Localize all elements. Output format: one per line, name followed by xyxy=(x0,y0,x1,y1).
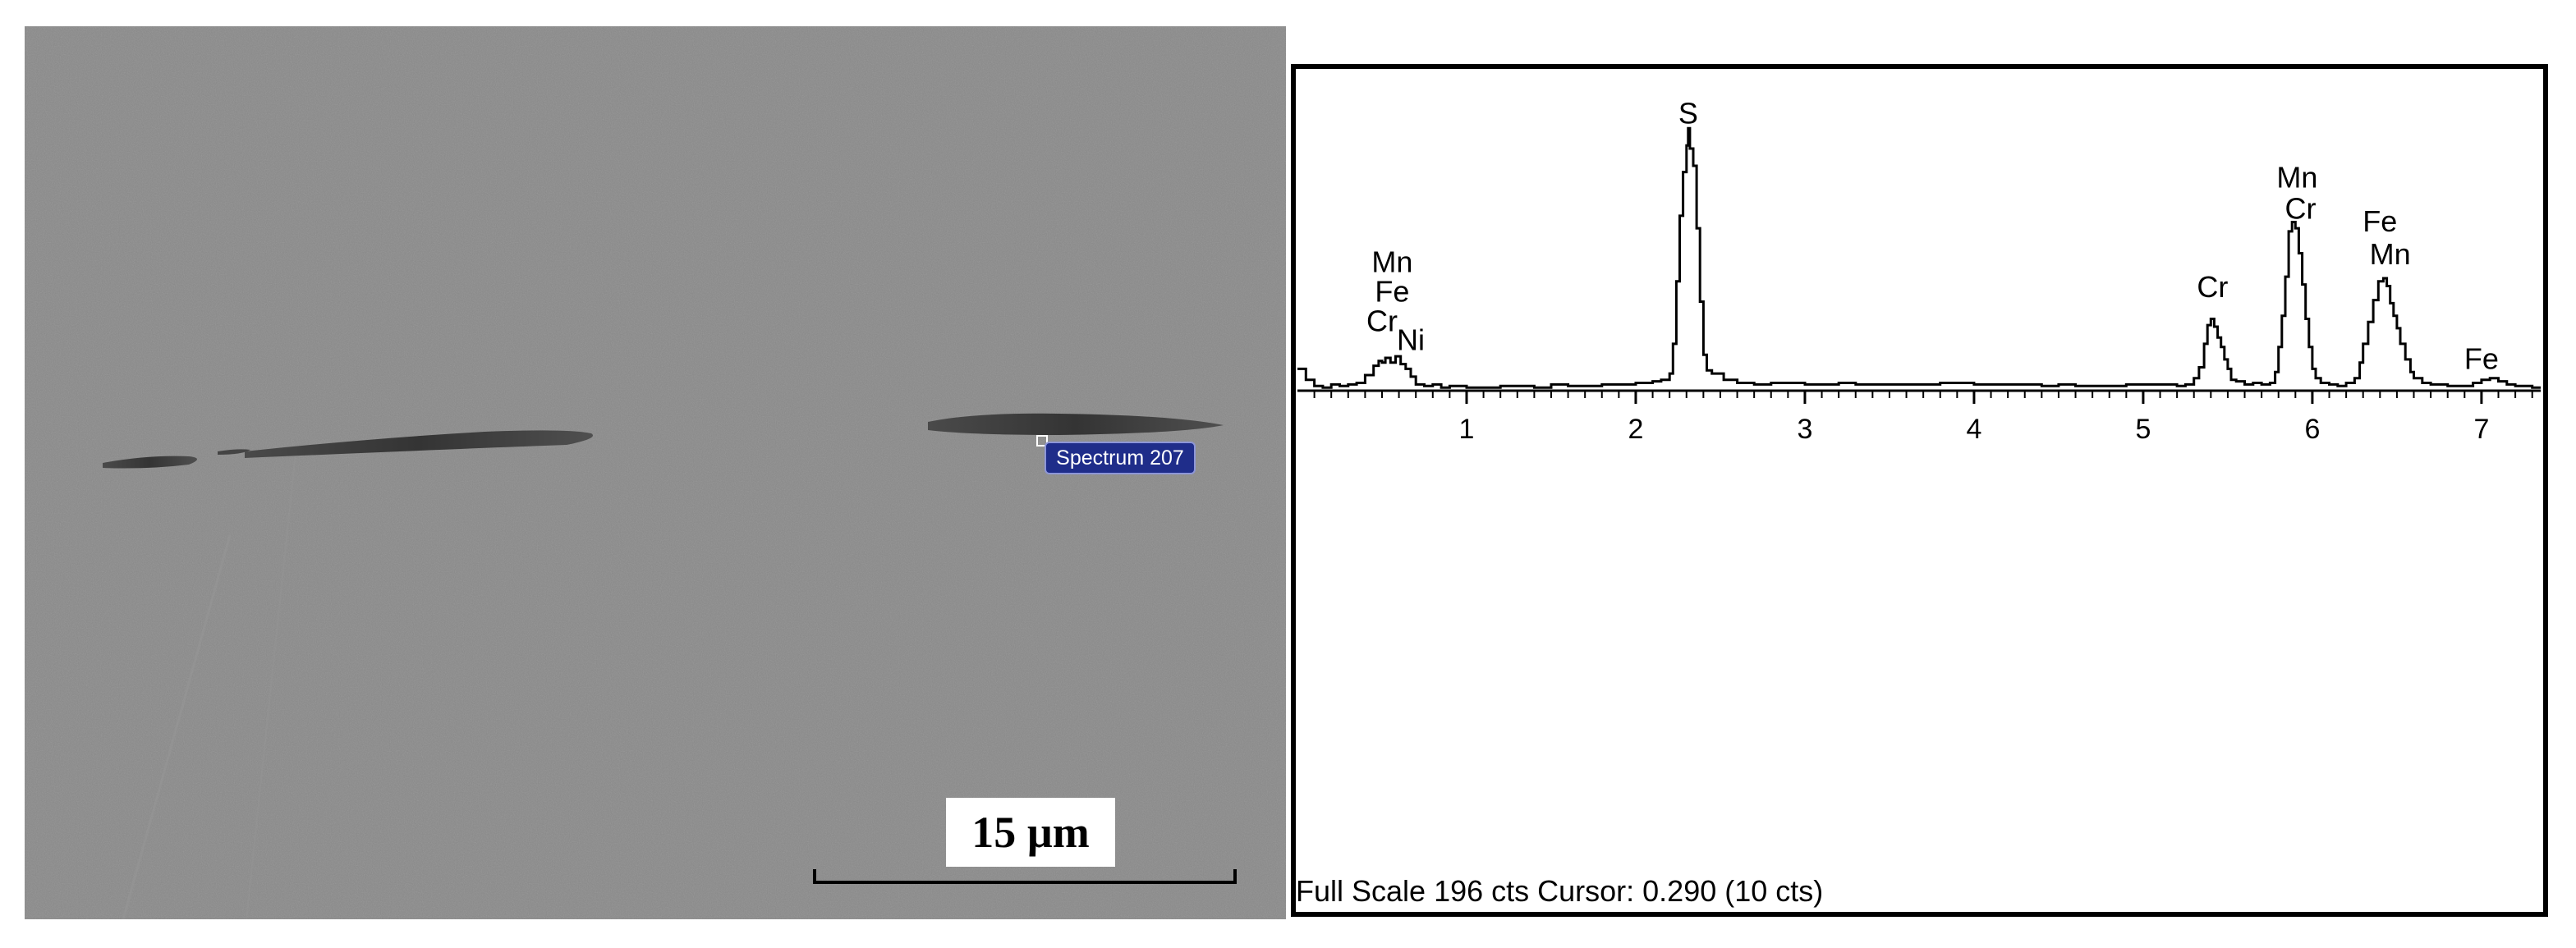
chart-frame xyxy=(1291,64,2548,917)
peak-label: Cr xyxy=(2284,192,2316,226)
peak-label: Fe xyxy=(2464,341,2499,375)
x-tick-label: 3 xyxy=(1797,414,1812,445)
peak-label: Mn xyxy=(2276,161,2317,195)
peak-label: Cr xyxy=(2197,270,2228,304)
sem-micrograph: Spectrum 207 15 µm xyxy=(25,26,1286,919)
x-tick-label: 1 xyxy=(1459,414,1475,445)
peak-label: Fe xyxy=(2362,204,2397,238)
peak-label: Fe xyxy=(1375,275,1409,309)
spectrum-point-marker xyxy=(1036,435,1048,447)
x-tick-label: 2 xyxy=(1628,414,1644,445)
scale-bar-label: 15 µm xyxy=(946,798,1115,867)
sulfide-inclusion xyxy=(218,449,250,455)
scale-bar xyxy=(813,869,1237,884)
x-tick-label: 7 xyxy=(2473,414,2489,445)
surface-scratch xyxy=(122,534,232,919)
surface-scratch xyxy=(246,452,296,919)
sulfide-inclusion xyxy=(928,413,1224,435)
sulfide-inclusion xyxy=(245,430,593,458)
peak-label: Ni xyxy=(1397,323,1425,357)
spectrum-label: Spectrum 207 xyxy=(1045,442,1196,474)
peak-label: Mn xyxy=(1371,245,1412,278)
x-tick-label: 5 xyxy=(2135,414,2151,445)
peak-label: S xyxy=(1678,97,1698,131)
x-tick-label: 4 xyxy=(1966,414,1981,445)
spectrum-footer: Full Scale 196 cts Cursor: 0.290 (10 cts… xyxy=(1296,874,1823,908)
spectrum-trace xyxy=(1297,126,2541,389)
x-tick-label: 6 xyxy=(2304,414,2320,445)
sulfide-inclusion xyxy=(103,456,197,469)
peak-label: Cr xyxy=(1366,305,1398,338)
peak-label: Mn xyxy=(2370,237,2411,271)
eds-spectrum-chart: 1 2 3 4 5 6 7 Mn Fe Cr Ni S Mn Cr Fe Mn Cr Fe Full Scale … xyxy=(1291,64,2548,917)
